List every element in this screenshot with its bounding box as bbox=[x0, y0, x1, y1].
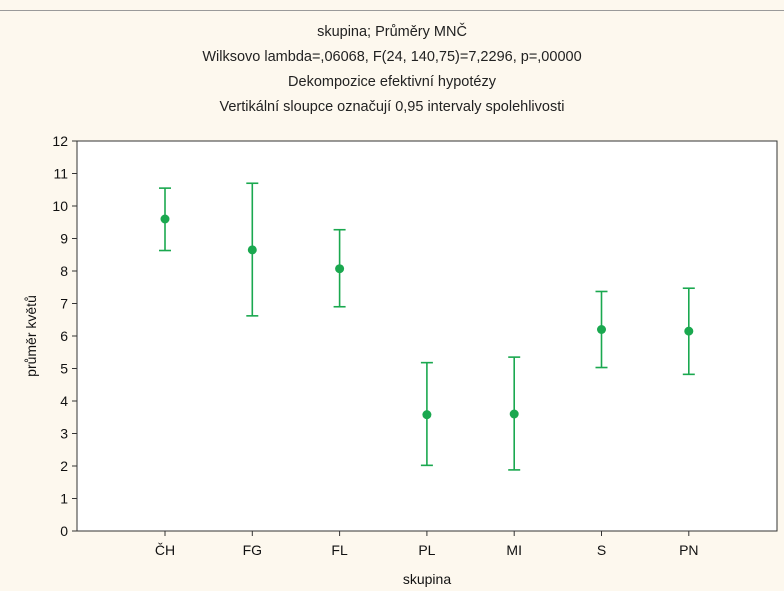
x-tick-label: FL bbox=[331, 542, 348, 558]
chart-title-block: skupina; Průměry MNČ Wilksovo lambda=,06… bbox=[0, 20, 784, 120]
y-tick-label: 5 bbox=[60, 361, 68, 377]
y-tick-label: 3 bbox=[60, 426, 68, 442]
x-axis-label: skupina bbox=[403, 571, 451, 587]
mean-point bbox=[335, 264, 345, 274]
y-tick-label: 10 bbox=[52, 198, 68, 214]
chart-subtitle-ci-note: Vertikální sloupce označují 0,95 interva… bbox=[219, 99, 565, 115]
chart-title: skupina; Průměry MNČ bbox=[317, 24, 467, 40]
mean-point bbox=[247, 245, 257, 255]
chart-subtitle-stats: Wilksovo lambda=,06068, F(24, 140,75)=7,… bbox=[202, 49, 582, 65]
y-tick-label: 12 bbox=[52, 133, 68, 149]
mean-point bbox=[684, 326, 694, 336]
x-tick-label: MI bbox=[506, 542, 522, 558]
y-tick-label: 4 bbox=[60, 393, 68, 409]
x-tick-label: PL bbox=[418, 542, 435, 558]
y-tick-label: 9 bbox=[60, 231, 68, 247]
plot-area bbox=[76, 140, 778, 532]
mean-point bbox=[422, 410, 432, 420]
top-border bbox=[0, 10, 784, 11]
chart-subtitle-decomposition: Dekompozice efektivní hypotézy bbox=[288, 74, 496, 90]
y-tick-label: 6 bbox=[60, 328, 68, 344]
y-tick-label: 11 bbox=[53, 166, 68, 182]
plot-border bbox=[76, 140, 778, 532]
mean-point bbox=[597, 325, 606, 334]
y-tick-label: 1 bbox=[60, 491, 68, 507]
y-tick-label: 7 bbox=[60, 296, 68, 312]
mean-point bbox=[509, 409, 519, 419]
x-tick-label: ČH bbox=[155, 542, 175, 558]
x-tick-label: PN bbox=[679, 542, 698, 558]
y-axis-label: průměr květů bbox=[23, 295, 39, 377]
y-tick-label: 2 bbox=[60, 458, 68, 474]
x-tick-label: S bbox=[597, 542, 606, 558]
y-tick-label: 8 bbox=[60, 263, 68, 279]
mean-point bbox=[160, 214, 170, 224]
x-tick-label: FG bbox=[243, 542, 262, 558]
x-axis-ticks: ČH FG FL PL MI S PN bbox=[155, 531, 699, 558]
data-marks bbox=[159, 182, 695, 471]
y-tick-label: 0 bbox=[60, 523, 68, 539]
